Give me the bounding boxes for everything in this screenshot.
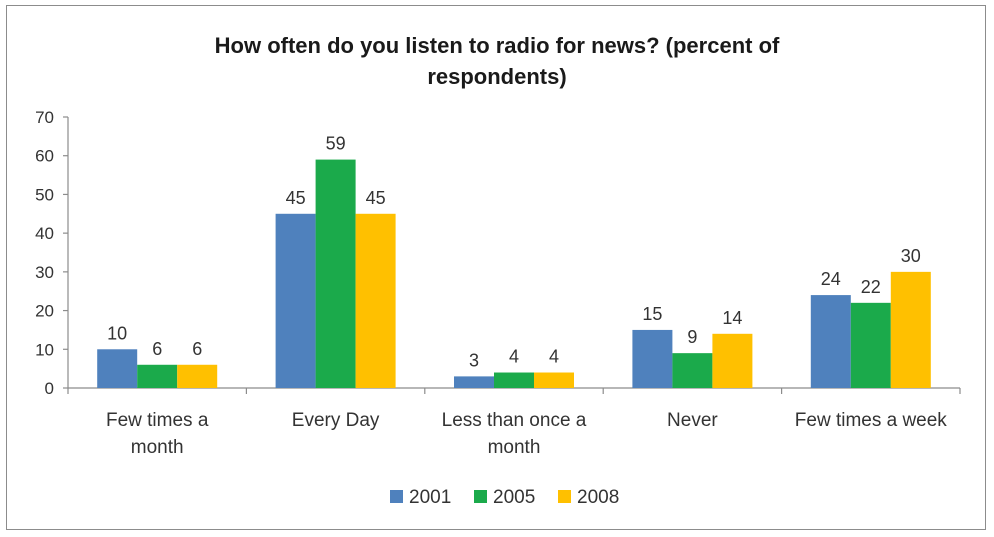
chart-bars: 10 6 6 45 59 45 3 4 4 15 9 14 24 22 30 [97,134,931,388]
y-tick-label: 70 [35,108,54,127]
bar-2008 [177,365,217,388]
y-tick-label: 60 [35,147,54,166]
x-category-label: Never [667,410,718,431]
x-category-label: month [131,437,184,458]
data-label: 22 [861,277,881,297]
bar-2005 [851,303,891,388]
chart-legend: 2001 2005 2008 [390,487,619,508]
chart-title-line-2: respondents) [427,64,566,89]
bar-2008 [712,334,752,388]
legend-swatch-2005 [474,490,487,503]
legend-swatch-2001 [390,490,403,503]
chart-title-line-1: How often do you listen to radio for new… [215,33,780,58]
x-axis-labels: Few times a month Every Day Less than once … [106,410,947,458]
data-label: 15 [642,304,662,324]
data-label: 9 [687,327,697,347]
x-category-label: month [488,437,541,458]
bar-2005 [316,160,356,388]
y-tick-label: 30 [35,263,54,282]
x-category-label: Few times a [106,410,209,431]
legend-label: 2008 [577,487,619,508]
bar-2001 [97,349,137,388]
legend-swatch-2008 [558,490,571,503]
data-label: 14 [722,308,742,328]
bar-2001 [454,376,494,388]
legend-label: 2005 [493,487,535,508]
y-tick-label: 20 [35,302,54,321]
bar-2005 [494,373,534,388]
data-label: 45 [286,188,306,208]
y-tick-label: 50 [35,185,54,204]
y-tick-label: 10 [35,340,54,359]
bar-2008 [891,272,931,388]
data-label: 4 [549,347,559,367]
bar-2001 [276,214,316,388]
bar-2005 [672,353,712,388]
bar-2001 [632,330,672,388]
x-category-label: Few times a week [795,410,948,431]
bar-2008 [356,214,396,388]
y-tick-label: 40 [35,224,54,243]
data-label: 59 [326,134,346,154]
x-category-label: Every Day [292,410,380,431]
data-label: 6 [192,339,202,359]
chart-title: How often do you listen to radio for new… [215,33,780,89]
legend-label: 2001 [409,487,451,508]
data-label: 30 [901,246,921,266]
bar-2005 [137,365,177,388]
data-label: 24 [821,269,841,289]
data-label: 10 [107,323,127,343]
data-label: 4 [509,347,519,367]
bar-2001 [811,295,851,388]
bar-2008 [534,373,574,388]
x-category-label: Less than once a [442,410,587,431]
y-tick-label: 0 [45,379,54,398]
data-label: 3 [469,350,479,370]
data-label: 45 [366,188,386,208]
data-label: 6 [152,339,162,359]
